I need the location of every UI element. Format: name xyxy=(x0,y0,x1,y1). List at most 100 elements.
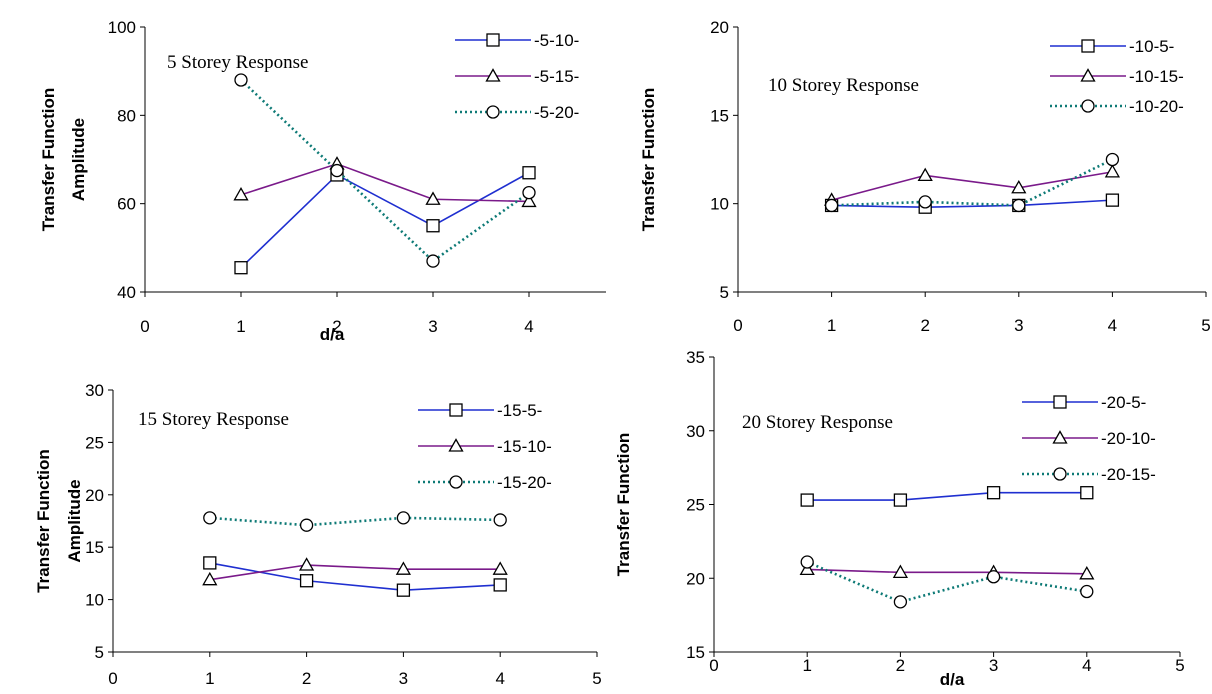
x-tick-label: 5 xyxy=(1201,316,1210,335)
y-tick-label: 20 xyxy=(686,569,705,588)
x-tick-label: 2 xyxy=(920,316,929,335)
data-point-series-2 xyxy=(492,561,508,575)
legend-label: -15-20- xyxy=(497,473,552,492)
x-tick-label: 3 xyxy=(428,317,437,336)
data-point-series-1 xyxy=(299,574,314,588)
data-point-series-2 xyxy=(202,571,218,586)
y-tick-label: 35 xyxy=(686,348,705,367)
legend-marker xyxy=(1053,395,1067,409)
data-point-series-1 xyxy=(203,556,217,570)
chart-annotation: 15 Storey Response xyxy=(138,409,289,430)
legend-marker xyxy=(1081,99,1095,113)
chart-annotation: 5 Storey Response xyxy=(167,52,308,73)
data-point-series-2 xyxy=(1104,164,1121,178)
y-tick-label: 15 xyxy=(686,643,705,662)
x-tick-label: 1 xyxy=(236,317,245,336)
data-point-series-3 xyxy=(299,518,314,532)
legend-label: -10-5- xyxy=(1129,37,1174,56)
data-point-series-2 xyxy=(892,564,909,579)
y-tick-label: 25 xyxy=(85,433,104,452)
legend-label: -15-10- xyxy=(497,437,552,456)
chart-15-storey: 5 10 15 20 25 30 0 1 2 3 4 5 Transfer Function Amplit… xyxy=(34,381,602,688)
data-point-series-3 xyxy=(396,511,411,525)
legend-marker xyxy=(449,403,463,417)
y-tick-label: 10 xyxy=(85,591,104,610)
data-point-series-2 xyxy=(917,167,933,182)
x-tick-label: 5 xyxy=(592,669,601,688)
data-point-series-2 xyxy=(395,561,412,575)
legend-marker xyxy=(485,68,501,82)
legend-marker xyxy=(449,475,463,489)
legend-marker xyxy=(1052,430,1068,444)
y-tick-label: 40 xyxy=(117,283,136,302)
x-tick-label: 4 xyxy=(1082,656,1091,675)
x-tick-label: 0 xyxy=(108,669,117,688)
series-line-2 xyxy=(209,564,501,581)
x-axis-label: d/a xyxy=(940,670,965,689)
data-point-series-3 xyxy=(203,511,217,525)
x-tick-label: 2 xyxy=(896,656,905,675)
y-axis-label: Transfer Function xyxy=(34,449,53,593)
legend-marker xyxy=(1053,467,1067,481)
legend-label: -20-15- xyxy=(1101,465,1156,484)
chart-annotation: 10 Storey Response xyxy=(768,75,919,96)
x-tick-label: 1 xyxy=(827,316,836,335)
x-tick-label: 1 xyxy=(802,656,811,675)
legend-label: -20-10- xyxy=(1101,429,1156,448)
x-tick-label: 5 xyxy=(1175,656,1184,675)
data-point-series-2 xyxy=(233,187,249,201)
data-point-series-2 xyxy=(1079,566,1095,580)
x-tick-label: 0 xyxy=(733,316,742,335)
series-line-2 xyxy=(240,163,530,203)
y-tick-label: 15 xyxy=(85,538,104,557)
data-point-series-3 xyxy=(493,513,507,527)
y-tick-label: 20 xyxy=(710,18,729,37)
data-point-series-1 xyxy=(1105,193,1120,207)
data-point-series-3 xyxy=(330,163,344,178)
legend-label: -20-5- xyxy=(1101,393,1146,412)
series-line-1 xyxy=(240,172,530,269)
y-tick-label: 5 xyxy=(95,643,104,662)
x-tick-label: 2 xyxy=(332,317,341,336)
x-tick-label: 0 xyxy=(140,317,149,336)
legend-marker xyxy=(486,33,500,47)
legend-label: -10-15- xyxy=(1129,67,1184,86)
data-point-series-1 xyxy=(396,583,411,597)
x-tick-label: 3 xyxy=(1014,316,1023,335)
data-point-series-3 xyxy=(1012,198,1026,213)
y-tick-label: 5 xyxy=(720,283,729,302)
legend-label: -10-20- xyxy=(1129,97,1184,116)
data-point-series-3 xyxy=(800,555,814,569)
y-axis-label: Transfer Function xyxy=(614,433,633,577)
series-line-3 xyxy=(209,516,501,527)
y-tick-label: 25 xyxy=(686,496,705,515)
data-point-series-3 xyxy=(426,254,440,268)
data-point-series-3 xyxy=(1080,584,1094,599)
y-tick-label: 80 xyxy=(117,106,136,125)
data-point-series-3 xyxy=(918,195,932,209)
x-tick-label: 4 xyxy=(524,317,533,336)
y-tick-label: 15 xyxy=(710,106,729,125)
data-point-series-3 xyxy=(824,198,839,213)
y-tick-label: 20 xyxy=(85,486,104,505)
series-line-1 xyxy=(831,199,1113,209)
x-tick-label: 3 xyxy=(399,669,408,688)
legend-marker xyxy=(1080,68,1096,82)
series-line-3 xyxy=(806,560,1088,604)
x-tick-label: 1 xyxy=(205,669,214,688)
series-line-2 xyxy=(807,568,1087,575)
legend-label: -5-15- xyxy=(534,67,579,86)
x-tick-label: 2 xyxy=(302,669,311,688)
series-line-3 xyxy=(831,158,1113,207)
legend-marker xyxy=(1081,39,1095,53)
series-line-3 xyxy=(240,79,530,263)
y-tick-label: 10 xyxy=(710,195,729,214)
data-point-series-3 xyxy=(1105,152,1120,167)
series-line-1 xyxy=(807,491,1087,501)
